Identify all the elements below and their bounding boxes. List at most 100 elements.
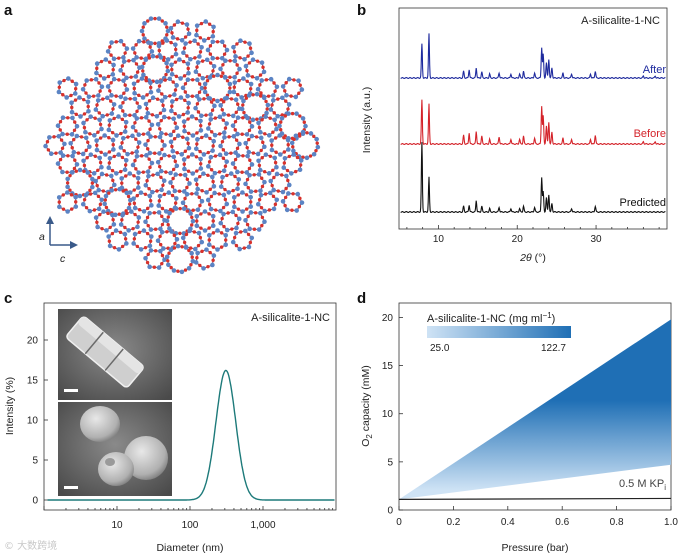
silicon-atom bbox=[181, 50, 186, 56]
oxygen-atom bbox=[88, 174, 92, 178]
silicon-atom bbox=[158, 55, 164, 60]
oxygen-atom bbox=[184, 232, 189, 237]
silicon-atom bbox=[134, 154, 140, 159]
silicon-atom bbox=[210, 223, 216, 229]
silicon-atom bbox=[221, 168, 227, 174]
oxygen-atom bbox=[139, 154, 144, 158]
oxygen-atom bbox=[225, 173, 229, 178]
oxygen-atom bbox=[219, 231, 224, 235]
silicon-atom bbox=[125, 151, 130, 157]
silicon-atom bbox=[97, 155, 103, 161]
silicon-atom bbox=[246, 149, 252, 155]
oxygen-atom bbox=[129, 75, 133, 79]
oxygen-atom bbox=[132, 174, 136, 178]
silicon-atom bbox=[156, 203, 161, 208]
oxygen-atom bbox=[172, 246, 177, 250]
panel-a-label: a bbox=[4, 2, 13, 19]
oxygen-atom bbox=[244, 193, 249, 197]
y-tick-label: 15 bbox=[382, 361, 394, 372]
silicon-atom bbox=[204, 247, 209, 252]
silicon-atom bbox=[184, 191, 190, 197]
silicon-atom bbox=[264, 110, 269, 116]
silicon-atom bbox=[223, 151, 229, 156]
y-tick-label: 5 bbox=[32, 456, 38, 467]
silicon-atom bbox=[192, 38, 197, 44]
oxygen-atom bbox=[178, 231, 182, 236]
silicon-atom bbox=[141, 209, 147, 214]
silicon-atom bbox=[56, 195, 62, 200]
oxygen-atom bbox=[221, 71, 225, 75]
silicon-atom bbox=[60, 115, 66, 120]
silicon-atom bbox=[263, 114, 269, 119]
silicon-atom bbox=[65, 184, 70, 190]
silicon-atom bbox=[202, 89, 208, 95]
oxygen-atom bbox=[119, 169, 123, 174]
silicon-atom bbox=[130, 46, 136, 51]
oxygen-atom bbox=[247, 128, 252, 133]
silicon-atom bbox=[269, 138, 274, 143]
oxygen-atom bbox=[167, 116, 171, 120]
silicon-atom bbox=[212, 103, 217, 109]
oxygen-atom bbox=[101, 189, 106, 193]
silicon-atom bbox=[293, 133, 299, 139]
silicon-atom bbox=[248, 210, 254, 215]
oxygen-atom bbox=[145, 93, 149, 97]
oxygen-atom bbox=[141, 25, 145, 29]
oxygen-atom bbox=[170, 144, 174, 149]
silicon-atom bbox=[212, 132, 218, 138]
oxygen-atom bbox=[210, 130, 214, 134]
oxygen-atom bbox=[227, 135, 231, 139]
silicon-atom bbox=[206, 95, 211, 101]
silicon-atom bbox=[199, 239, 205, 245]
oxygen-atom bbox=[222, 52, 227, 56]
silicon-atom bbox=[250, 117, 256, 123]
oxygen-atom bbox=[290, 111, 295, 116]
oxygen-atom bbox=[83, 83, 87, 87]
oxygen-atom bbox=[128, 113, 132, 117]
oxygen-atom bbox=[123, 225, 127, 230]
silicon-atom bbox=[99, 164, 104, 170]
oxygen-atom bbox=[108, 45, 112, 49]
oxygen-atom bbox=[197, 90, 202, 94]
oxygen-atom bbox=[93, 154, 97, 158]
silicon-atom bbox=[166, 190, 172, 195]
panel-d-ylabel: O2 capacity (mM) bbox=[360, 365, 374, 446]
oxygen-atom bbox=[73, 120, 77, 124]
oxygen-atom bbox=[284, 81, 288, 85]
oxygen-atom bbox=[170, 193, 175, 198]
oxygen-atom bbox=[106, 211, 110, 216]
oxygen-atom bbox=[260, 223, 264, 228]
oxygen-atom bbox=[220, 108, 224, 112]
silicon-atom bbox=[85, 170, 91, 175]
oxygen-atom bbox=[248, 87, 253, 91]
oxygen-atom bbox=[245, 79, 249, 83]
oxygen-atom bbox=[246, 232, 251, 237]
silicon-atom bbox=[194, 23, 200, 28]
oxygen-atom bbox=[170, 31, 174, 35]
oxygen-atom bbox=[105, 113, 109, 117]
silicon-atom bbox=[78, 114, 83, 119]
silicon-atom bbox=[124, 241, 129, 246]
silicon-atom bbox=[118, 104, 123, 110]
oxygen-atom bbox=[98, 122, 103, 127]
silicon-atom bbox=[189, 250, 194, 256]
silicon-atom bbox=[199, 198, 205, 204]
silicon-atom bbox=[124, 190, 130, 196]
silicon-atom bbox=[169, 99, 175, 104]
silicon-atom bbox=[116, 247, 122, 252]
silicon-atom bbox=[68, 140, 73, 146]
oxygen-atom bbox=[69, 93, 73, 98]
oxygen-atom bbox=[172, 137, 177, 141]
silicon-atom bbox=[147, 243, 153, 249]
oxygen-atom bbox=[260, 184, 265, 189]
oxygen-atom bbox=[65, 132, 69, 136]
oxygen-atom bbox=[70, 79, 74, 83]
silicon-atom bbox=[247, 41, 252, 46]
x-tick-label: 1.0 bbox=[664, 517, 678, 528]
oxygen-atom bbox=[237, 78, 241, 83]
oxygen-atom bbox=[95, 143, 99, 148]
silicon-atom bbox=[210, 39, 216, 45]
silicon-atom bbox=[235, 169, 240, 175]
oxygen-atom bbox=[160, 253, 165, 258]
silicon-atom bbox=[211, 253, 217, 258]
